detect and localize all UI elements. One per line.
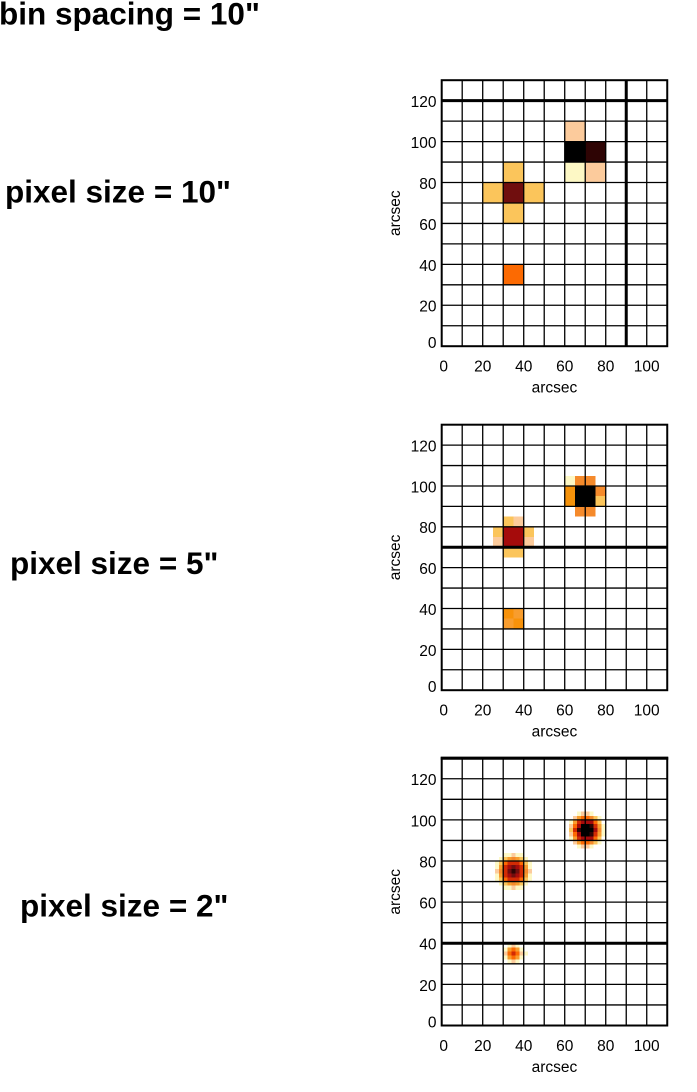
svg-text:80: 80 bbox=[597, 1038, 615, 1055]
svg-text:40: 40 bbox=[515, 359, 533, 376]
svg-text:40: 40 bbox=[515, 703, 533, 720]
svg-text:80: 80 bbox=[419, 176, 437, 193]
svg-text:0: 0 bbox=[428, 335, 437, 352]
svg-text:60: 60 bbox=[419, 217, 437, 234]
svg-text:0: 0 bbox=[439, 703, 448, 720]
svg-text:0: 0 bbox=[428, 1014, 437, 1031]
svg-text:60: 60 bbox=[556, 1038, 574, 1055]
svg-text:pixel size = 2": pixel size = 2" bbox=[20, 888, 228, 924]
svg-text:arcsec: arcsec bbox=[387, 190, 404, 236]
svg-text:0: 0 bbox=[439, 359, 448, 376]
svg-text:arcsec: arcsec bbox=[532, 1059, 578, 1076]
svg-text:arcsec: arcsec bbox=[387, 869, 404, 915]
svg-text:20: 20 bbox=[474, 1038, 492, 1055]
svg-text:120: 120 bbox=[411, 772, 437, 789]
svg-text:20: 20 bbox=[419, 643, 437, 660]
svg-text:pixel size = 5": pixel size = 5" bbox=[10, 545, 218, 581]
svg-text:arcsec: arcsec bbox=[532, 724, 578, 741]
svg-text:120: 120 bbox=[411, 439, 437, 456]
svg-text:100: 100 bbox=[634, 359, 660, 376]
svg-text:80: 80 bbox=[419, 520, 437, 537]
svg-text:80: 80 bbox=[419, 854, 437, 871]
svg-text:60: 60 bbox=[556, 359, 574, 376]
svg-text:arcsec: arcsec bbox=[532, 380, 578, 397]
svg-text:60: 60 bbox=[556, 703, 574, 720]
svg-text:pixel size = 10": pixel size = 10" bbox=[5, 174, 231, 210]
svg-text:80: 80 bbox=[597, 703, 615, 720]
svg-text:100: 100 bbox=[411, 135, 437, 152]
svg-text:20: 20 bbox=[419, 299, 437, 316]
svg-text:bin spacing = 10": bin spacing = 10" bbox=[0, 0, 260, 32]
svg-text:80: 80 bbox=[597, 359, 615, 376]
svg-text:0: 0 bbox=[439, 1038, 448, 1055]
svg-text:40: 40 bbox=[419, 258, 437, 275]
svg-text:40: 40 bbox=[419, 937, 437, 954]
svg-text:100: 100 bbox=[411, 479, 437, 496]
svg-text:arcsec: arcsec bbox=[387, 534, 404, 580]
svg-text:60: 60 bbox=[419, 561, 437, 578]
svg-text:100: 100 bbox=[634, 703, 660, 720]
svg-text:120: 120 bbox=[411, 94, 437, 111]
svg-text:60: 60 bbox=[419, 896, 437, 913]
svg-text:20: 20 bbox=[474, 703, 492, 720]
svg-text:40: 40 bbox=[515, 1038, 533, 1055]
svg-text:0: 0 bbox=[428, 679, 437, 696]
svg-text:100: 100 bbox=[634, 1038, 660, 1055]
svg-text:40: 40 bbox=[419, 602, 437, 619]
svg-text:100: 100 bbox=[411, 813, 437, 830]
svg-text:20: 20 bbox=[419, 978, 437, 995]
svg-text:20: 20 bbox=[474, 359, 492, 376]
